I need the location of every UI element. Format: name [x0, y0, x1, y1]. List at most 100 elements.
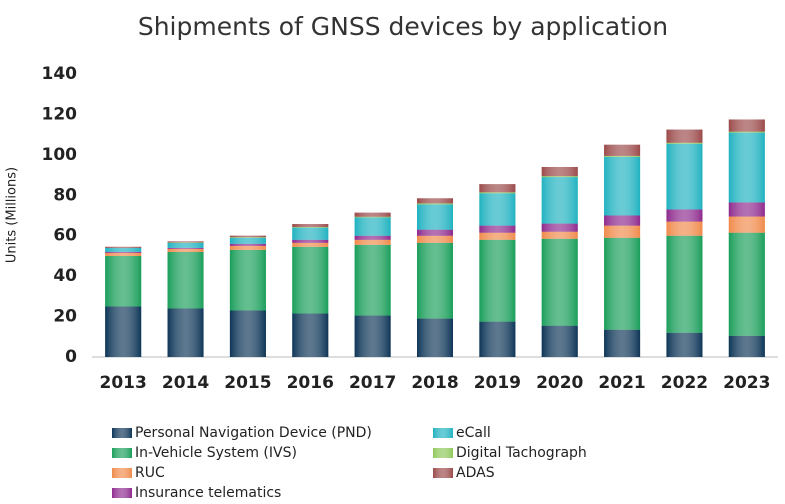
- y-tick-label: 140: [42, 64, 78, 84]
- legend-label: RUC: [135, 465, 165, 481]
- legend-swatch-shine: [112, 488, 132, 498]
- bar-shine: [728, 132, 765, 203]
- bar-shine: [354, 239, 391, 245]
- bar-shine: [417, 204, 453, 230]
- bar-shine: [479, 225, 516, 233]
- legend-label: Personal Navigation Device (PND): [135, 425, 372, 441]
- bar-shine: [105, 252, 142, 256]
- x-tick-label: 2016: [287, 373, 334, 393]
- legend-label: In-Vehicle System (IVS): [135, 445, 297, 461]
- bar-shine: [292, 223, 329, 228]
- y-axis-label: Units (Millions): [5, 167, 20, 263]
- bar-shine: [229, 310, 266, 357]
- bar-shine: [728, 335, 765, 357]
- legend-label: Digital Tachograph: [456, 445, 587, 461]
- legend-item: RUC: [112, 465, 165, 481]
- bar-shine: [292, 239, 329, 243]
- bar-shine: [167, 247, 204, 249]
- bar-shine: [541, 325, 578, 357]
- bar-shine: [604, 329, 641, 357]
- x-tick-label: 2018: [411, 373, 458, 393]
- bar-shine: [479, 184, 516, 193]
- legend-label: Insurance telematics: [135, 485, 281, 501]
- bar-shine: [105, 255, 142, 307]
- bar-shine: [292, 242, 329, 247]
- legend-item: Insurance telematics: [112, 485, 281, 501]
- bar-shine: [167, 248, 204, 252]
- bar-shine: [292, 227, 329, 240]
- y-tick-label: 80: [53, 185, 77, 205]
- bar-shine: [229, 235, 266, 238]
- bar-shine: [479, 193, 516, 226]
- bar-shine: [354, 212, 391, 217]
- y-tick-label: 20: [53, 307, 77, 327]
- bar-shine: [354, 244, 391, 316]
- bar-shine: [417, 229, 453, 236]
- bar-shine: [167, 308, 204, 357]
- y-tick-label: 0: [65, 347, 77, 367]
- bar-shine: [604, 155, 641, 157]
- legend-swatch-shine: [433, 448, 453, 458]
- x-tick-label: 2013: [100, 373, 147, 393]
- y-tick-label: 100: [42, 145, 78, 165]
- legend-swatch-shine: [433, 468, 453, 478]
- bar-shine: [354, 216, 391, 218]
- chart-title: Shipments of GNSS devices by application: [138, 12, 668, 41]
- x-tick-label: 2015: [224, 373, 271, 393]
- bar-shine: [229, 243, 266, 246]
- y-tick-label: 60: [53, 226, 77, 246]
- bar-shine: [229, 237, 266, 244]
- bar-shine: [541, 238, 578, 326]
- bar-shine: [417, 203, 453, 205]
- legend-label: eCall: [456, 425, 491, 441]
- bar-shine: [728, 202, 765, 217]
- bar-shine: [479, 239, 516, 322]
- bar-shine: [417, 198, 453, 204]
- bar-shine: [105, 251, 142, 253]
- bar-shine: [229, 237, 266, 238]
- bar-shine: [479, 321, 516, 357]
- bar-shine: [167, 241, 204, 243]
- bar-shine: [728, 216, 765, 233]
- bar-shine: [541, 177, 578, 224]
- bar-shine: [292, 313, 329, 357]
- bar-shine: [541, 223, 578, 232]
- bar-shine: [666, 235, 703, 333]
- bar-shine: [105, 247, 142, 252]
- bar-shine: [604, 156, 641, 216]
- bar-shine: [541, 231, 578, 239]
- bar-shine: [666, 129, 703, 143]
- bar-shine: [229, 245, 266, 250]
- bar-shine: [604, 225, 641, 238]
- bar-shine: [167, 251, 204, 309]
- x-tick-label: 2019: [474, 373, 521, 393]
- x-tick-label: 2014: [162, 373, 209, 393]
- bar-shine: [666, 143, 703, 210]
- legend-label: ADAS: [456, 465, 495, 481]
- bar-shine: [479, 192, 516, 194]
- x-tick-label: 2022: [661, 373, 708, 393]
- x-tick-label: 2021: [598, 373, 645, 393]
- bar-shine: [604, 215, 641, 226]
- bar-shine: [728, 131, 765, 133]
- bar-shine: [292, 246, 329, 314]
- legend-item: Personal Navigation Device (PND): [112, 425, 372, 441]
- bar-shine: [604, 144, 641, 156]
- bar-shine: [666, 332, 703, 357]
- legend-swatch-shine: [112, 428, 132, 438]
- legend-swatch-shine: [433, 428, 453, 438]
- bar-shine: [728, 232, 765, 336]
- bar-shine: [417, 235, 453, 243]
- bar-shine: [666, 142, 703, 144]
- legend-swatch-shine: [112, 448, 132, 458]
- bar-shine: [417, 242, 453, 319]
- bar-shine: [604, 237, 641, 330]
- bar-shine: [728, 119, 765, 132]
- bar-shine: [354, 235, 391, 240]
- legend-swatch-shine: [112, 468, 132, 478]
- bar-shine: [167, 242, 204, 248]
- bar-shine: [479, 232, 516, 240]
- legend-item: Digital Tachograph: [433, 445, 587, 461]
- bar-shine: [541, 166, 578, 177]
